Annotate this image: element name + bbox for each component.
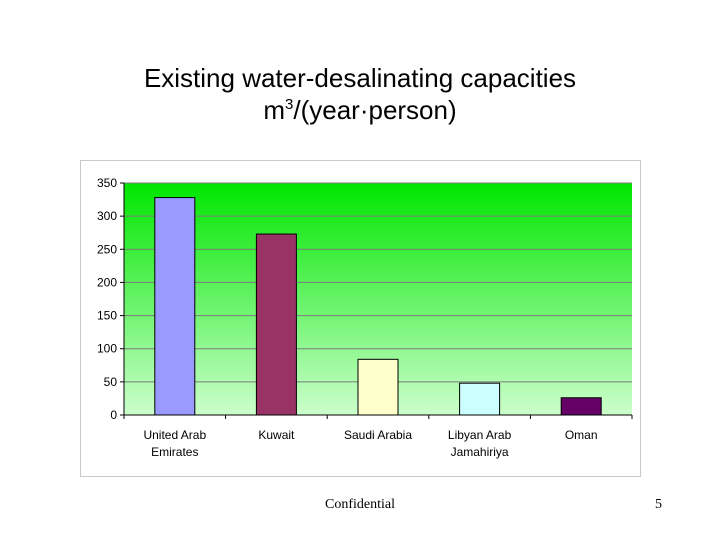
x-category-label: Libyan Arab <box>448 428 512 442</box>
x-category-label: United Arab <box>143 428 206 442</box>
page-number: 5 <box>655 497 662 512</box>
footer-confidential: Confidential <box>325 497 395 512</box>
y-tick-label: 300 <box>97 209 117 223</box>
title-unit-prefix: m <box>263 95 286 125</box>
title-unit-superscript: 3 <box>285 96 294 113</box>
x-category-label: Jamahiriya <box>451 445 509 459</box>
x-category-label: Kuwait <box>258 428 295 442</box>
y-tick-label: 150 <box>97 309 117 323</box>
y-tick-label: 200 <box>97 275 117 289</box>
bar-chart: 0 50 100 150 200 250 300 350 United Arab Emirates… <box>97 176 633 459</box>
bar <box>154 197 196 416</box>
bar <box>255 233 297 416</box>
y-tick-label: 350 <box>97 176 117 190</box>
y-tick-label: 0 <box>110 408 117 422</box>
bar <box>459 382 501 416</box>
y-tick-label: 250 <box>97 242 117 256</box>
title-unit-suffix: /(year·person) <box>293 95 457 125</box>
bar <box>560 397 602 416</box>
title-line-2: m3/(year·person) <box>0 94 720 126</box>
bar <box>357 358 399 416</box>
chart-title: Existing water-desalinating capacities m… <box>0 62 720 126</box>
title-line-1: Existing water-desalinating capacities <box>143 63 577 93</box>
x-category-label: Oman <box>565 428 598 442</box>
chart-container: 0 50 100 150 200 250 300 350 United Arab Emirates… <box>80 160 641 477</box>
y-tick-label: 100 <box>97 342 117 356</box>
x-category-label: Saudi Arabia <box>344 428 412 442</box>
x-category-label: Emirates <box>151 445 198 459</box>
y-tick-label: 50 <box>104 375 118 389</box>
